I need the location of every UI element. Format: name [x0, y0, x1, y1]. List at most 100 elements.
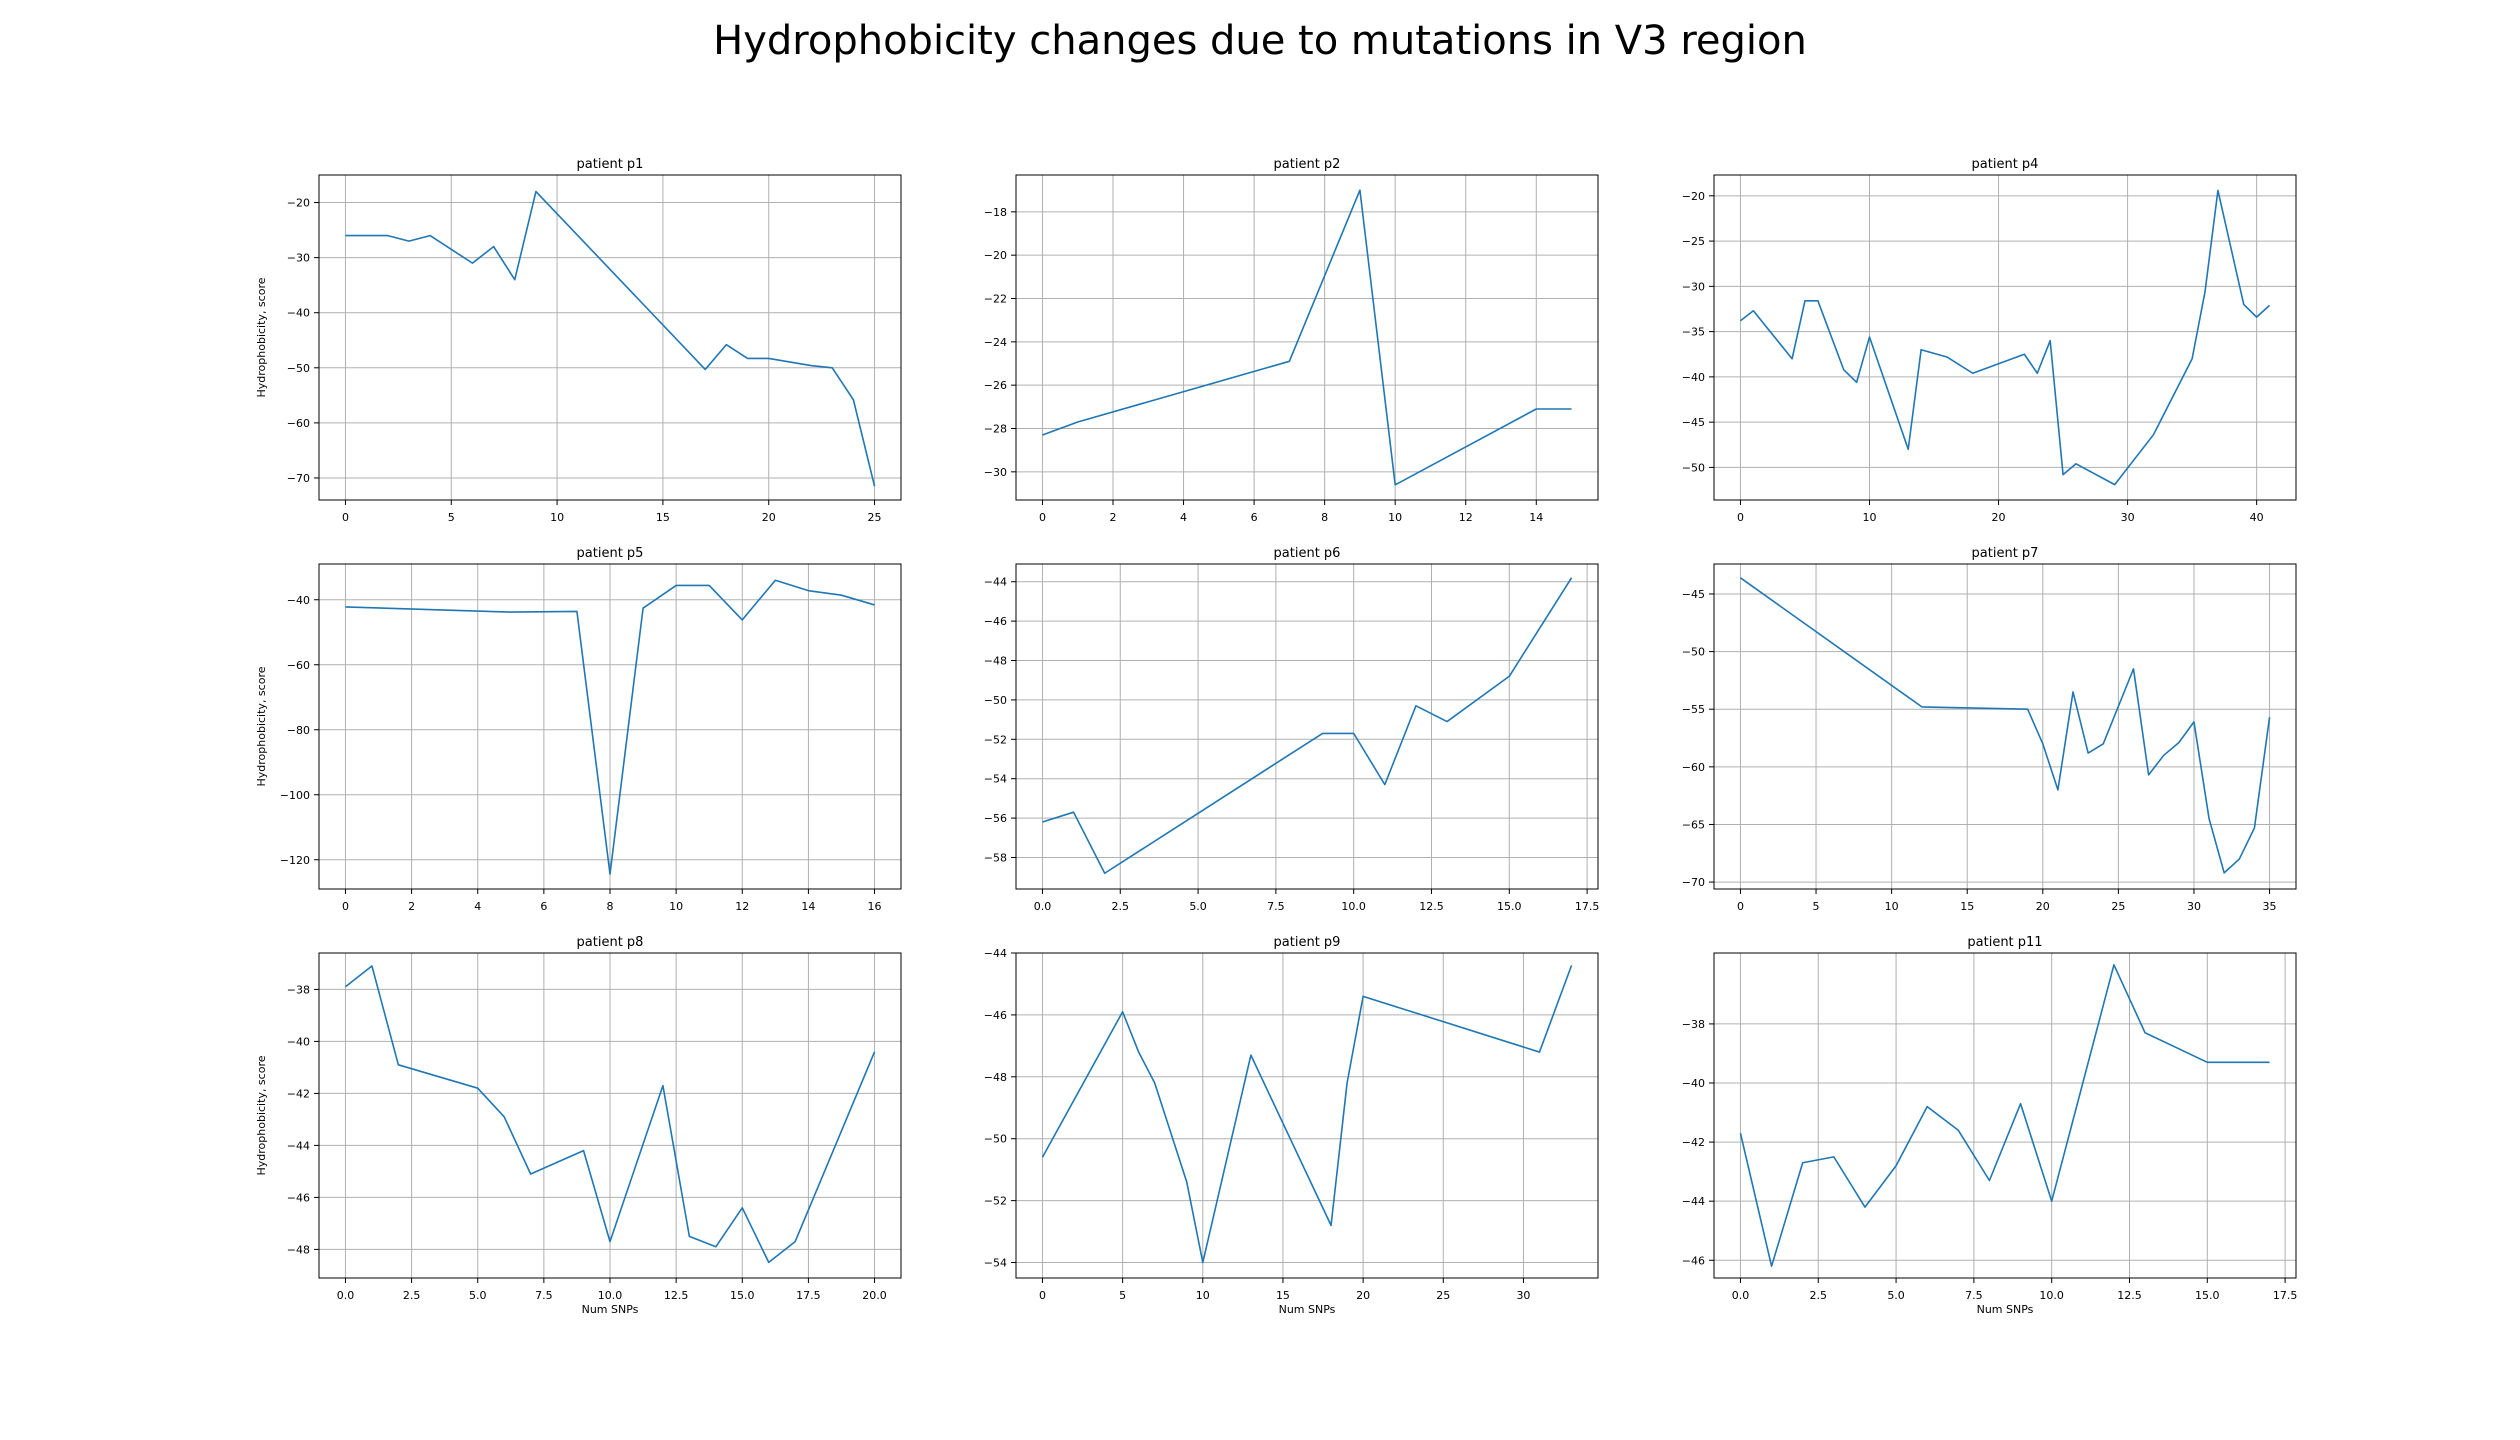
subplot-1: 0 5 10 15 20 25 −70 −60 −50 −40 −30 −20 patient p1 Hy… [255, 157, 902, 524]
data-point [2216, 188, 2220, 192]
data-point [1919, 348, 1923, 352]
data-point [809, 364, 813, 368]
y-tick-label: −38 [1682, 1018, 1705, 1031]
x-tick-label: 0 [342, 511, 349, 524]
data-point [2071, 690, 2075, 694]
subplot-8: 0 5 10 15 20 25 30 −54 −52 −50 −48 −46 −44 patient p9… [984, 935, 1599, 1316]
subplot-title: patient p4 [1972, 157, 2039, 172]
series-line [345, 190, 876, 487]
data-point [2143, 1031, 2147, 1035]
subplot-title: patient p5 [577, 546, 644, 561]
y-tick-label: −40 [1682, 371, 1705, 384]
data-point [2236, 1060, 2240, 1064]
data-point [740, 618, 744, 622]
x-tick-label: 0 [1737, 511, 1744, 524]
x-tick-label: 14 [1529, 511, 1543, 524]
y-tick-label: −46 [984, 1009, 1007, 1022]
x-tick-label: 12.5 [664, 1289, 689, 1302]
y-tick-label: −26 [984, 379, 1007, 392]
data-point [661, 1084, 665, 1088]
x-tick-label: 10 [669, 900, 683, 913]
data-point [1738, 319, 1742, 323]
y-tick-label: −45 [1682, 588, 1705, 601]
series-line [1042, 189, 1572, 486]
x-tick-label: 4 [1180, 511, 1187, 524]
data-point [806, 589, 810, 593]
data-point [582, 1149, 586, 1153]
x-tick-label: 35 [2263, 900, 2277, 913]
y-tick-label: −48 [984, 1071, 1007, 1084]
x-tick-label: 6 [1251, 511, 1258, 524]
data-point [724, 343, 728, 347]
data-point [343, 985, 347, 989]
data-point [1537, 1050, 1541, 1054]
x-axis-label: Num SNPs [1279, 1303, 1336, 1316]
data-point [1352, 731, 1356, 735]
x-tick-label: 2.5 [403, 1289, 421, 1302]
data-point [1863, 1205, 1867, 1209]
series-line [1739, 577, 2271, 874]
x-tick-label: 16 [868, 900, 882, 913]
data-point [641, 606, 645, 610]
subplot-7: 0.0 2.5 5.0 7.5 10.0 12.5 15.0 17.5 20.0 −48 −46 −4… [255, 935, 902, 1316]
x-tick-label: 7.5 [535, 1289, 553, 1302]
y-tick-label: −42 [1682, 1136, 1705, 1149]
data-point [470, 261, 474, 265]
y-tick-label: −30 [984, 466, 1007, 479]
data-point [1507, 674, 1511, 678]
x-tick-label: 15.0 [1497, 900, 1522, 913]
x-tick-label: 8 [1321, 511, 1328, 524]
x-tick-label: 4 [474, 900, 481, 913]
x-tick-label: 7.5 [1267, 900, 1285, 913]
data-point [2086, 751, 2090, 755]
x-tick-label: 20 [1356, 1289, 1370, 1302]
y-tick-label: −54 [984, 1257, 1007, 1270]
x-tick-label: 10 [1885, 900, 1899, 913]
x-tick-label: 5 [1813, 900, 1820, 913]
x-tick-label: 30 [2121, 511, 2135, 524]
y-tick-label: −55 [1682, 703, 1705, 716]
data-point [1383, 783, 1387, 787]
y-tick-label: −40 [1682, 1077, 1705, 1090]
data-point [746, 356, 750, 360]
y-tick-label: −58 [984, 851, 1007, 864]
x-tick-label: 12.5 [1419, 900, 1444, 913]
subplot-title: patient p1 [577, 157, 644, 172]
subplot-2: 0 2 4 6 8 10 12 14 −30 −28 −26 −24 −22 −20 −18 patient … [984, 157, 1599, 524]
data-point [1040, 1155, 1044, 1159]
x-tick-label: 15 [1276, 1289, 1290, 1302]
data-point [2019, 1102, 2023, 1106]
data-point [509, 610, 513, 614]
data-point [1855, 380, 1859, 384]
data-point [386, 234, 390, 238]
x-tick-label: 5.0 [469, 1289, 487, 1302]
subplot-title: patient p8 [577, 935, 644, 950]
data-point [1072, 810, 1076, 814]
x-tick-label: 30 [2187, 900, 2201, 913]
subplot-9: 0.0 2.5 5.0 7.5 10.0 12.5 15.0 17.5 −46 −44 −42 −40… [1682, 935, 2298, 1316]
y-tick-label: −54 [984, 773, 1007, 786]
data-point [793, 1240, 797, 1244]
data-point [1770, 1264, 1774, 1268]
data-point [873, 1050, 877, 1054]
data-point [1842, 368, 1846, 372]
data-point [2255, 315, 2259, 319]
x-tick-label: 12 [1459, 511, 1473, 524]
x-tick-label: 2.5 [1810, 1289, 1828, 1302]
axes-frame [318, 563, 902, 890]
data-point [529, 1172, 533, 1176]
axes-frame [1015, 174, 1599, 501]
figure-title: Hydrophobicity changes due to mutations … [713, 18, 1807, 64]
data-point [1076, 420, 1080, 424]
x-tick-label: 5 [448, 511, 455, 524]
data-point [1790, 357, 1794, 361]
data-point [575, 609, 579, 613]
data-point [773, 578, 777, 582]
x-tick-label: 0 [342, 900, 349, 913]
x-tick-label: 6 [540, 900, 547, 913]
axes-frame [1713, 563, 2297, 890]
data-point [1738, 576, 1742, 580]
data-point [1801, 1161, 1805, 1165]
data-point [2074, 462, 2078, 466]
